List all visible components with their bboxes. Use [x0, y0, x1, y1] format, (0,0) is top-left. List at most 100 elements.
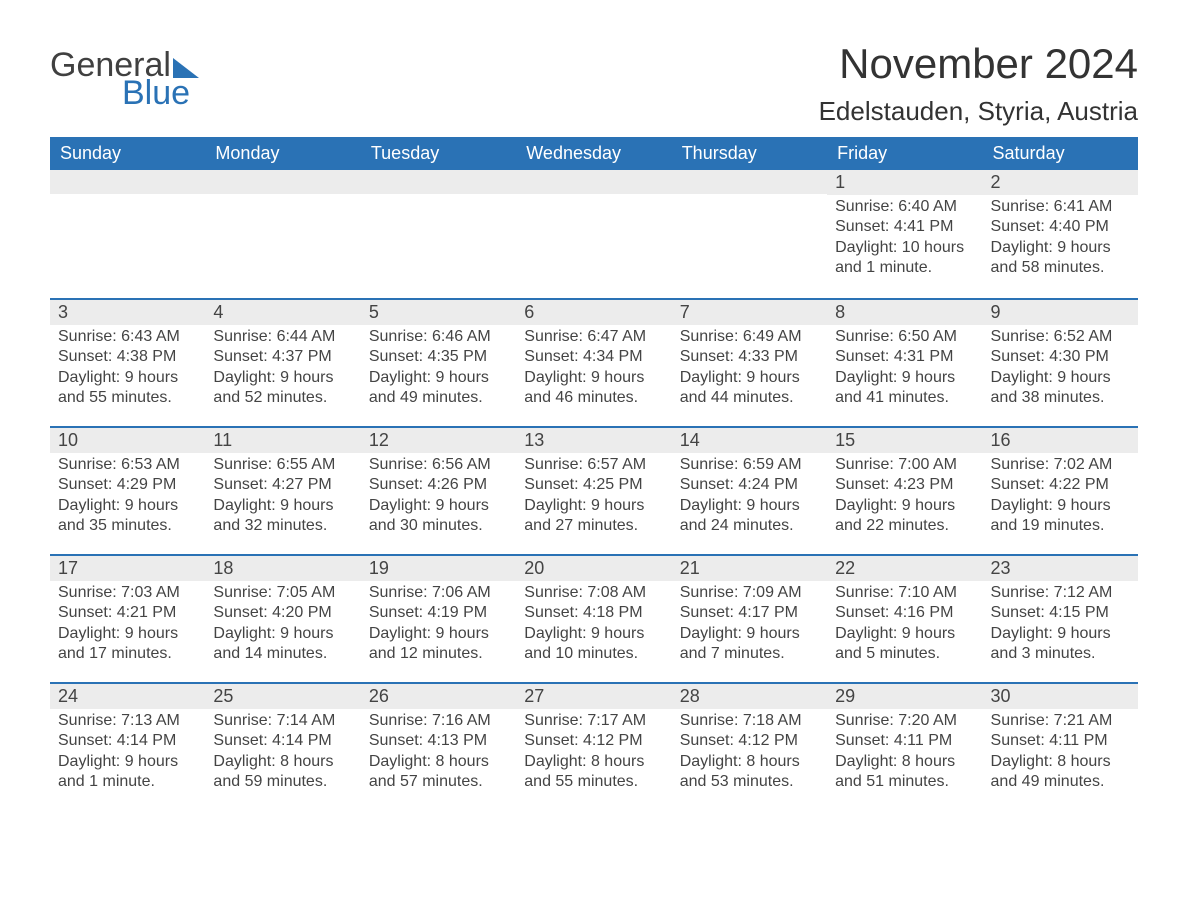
sunrise-text: Sunrise: 7:02 AM [991, 455, 1130, 475]
day-details: Sunrise: 7:06 AMSunset: 4:19 PMDaylight:… [361, 581, 516, 671]
daylight-text: Daylight: 9 hours and 46 minutes. [524, 368, 663, 409]
calendar-day-cell: 5Sunrise: 6:46 AMSunset: 4:35 PMDaylight… [361, 298, 516, 426]
day-details [361, 194, 516, 274]
calendar-day-cell: 28Sunrise: 7:18 AMSunset: 4:12 PMDayligh… [672, 682, 827, 810]
day-details: Sunrise: 6:44 AMSunset: 4:37 PMDaylight:… [205, 325, 360, 415]
daylight-text: Daylight: 8 hours and 59 minutes. [213, 752, 352, 793]
sunset-text: Sunset: 4:29 PM [58, 475, 197, 495]
calendar-day-cell: 6Sunrise: 6:47 AMSunset: 4:34 PMDaylight… [516, 298, 671, 426]
daylight-text: Daylight: 9 hours and 12 minutes. [369, 624, 508, 665]
sunrise-text: Sunrise: 6:47 AM [524, 327, 663, 347]
day-number: 12 [361, 426, 516, 453]
day-details [50, 194, 205, 274]
day-details: Sunrise: 6:55 AMSunset: 4:27 PMDaylight:… [205, 453, 360, 543]
daylight-text: Daylight: 9 hours and 1 minute. [58, 752, 197, 793]
day-details: Sunrise: 7:12 AMSunset: 4:15 PMDaylight:… [983, 581, 1138, 671]
calendar-day-cell: 24Sunrise: 7:13 AMSunset: 4:14 PMDayligh… [50, 682, 205, 810]
day-number: 27 [516, 682, 671, 709]
day-number: 28 [672, 682, 827, 709]
sunrise-text: Sunrise: 7:10 AM [835, 583, 974, 603]
daylight-text: Daylight: 9 hours and 32 minutes. [213, 496, 352, 537]
day-number: 15 [827, 426, 982, 453]
day-details: Sunrise: 7:14 AMSunset: 4:14 PMDaylight:… [205, 709, 360, 799]
sunrise-text: Sunrise: 7:16 AM [369, 711, 508, 731]
calendar-body: 1Sunrise: 6:40 AMSunset: 4:41 PMDaylight… [50, 170, 1138, 810]
brand-logo: General Blue [50, 48, 199, 110]
calendar-day-cell: 17Sunrise: 7:03 AMSunset: 4:21 PMDayligh… [50, 554, 205, 682]
day-number: 22 [827, 554, 982, 581]
calendar-day-cell: 29Sunrise: 7:20 AMSunset: 4:11 PMDayligh… [827, 682, 982, 810]
calendar-week-row: 10Sunrise: 6:53 AMSunset: 4:29 PMDayligh… [50, 426, 1138, 554]
sunset-text: Sunset: 4:24 PM [680, 475, 819, 495]
calendar-empty-cell [205, 170, 360, 298]
calendar-day-cell: 2Sunrise: 6:41 AMSunset: 4:40 PMDaylight… [983, 170, 1138, 298]
calendar-week-row: 1Sunrise: 6:40 AMSunset: 4:41 PMDaylight… [50, 170, 1138, 298]
sunset-text: Sunset: 4:19 PM [369, 603, 508, 623]
day-number: 16 [983, 426, 1138, 453]
day-details: Sunrise: 6:50 AMSunset: 4:31 PMDaylight:… [827, 325, 982, 415]
weekday-header: Monday [205, 137, 360, 170]
day-details: Sunrise: 7:02 AMSunset: 4:22 PMDaylight:… [983, 453, 1138, 543]
sunset-text: Sunset: 4:11 PM [991, 731, 1130, 751]
day-details: Sunrise: 7:03 AMSunset: 4:21 PMDaylight:… [50, 581, 205, 671]
calendar-day-cell: 22Sunrise: 7:10 AMSunset: 4:16 PMDayligh… [827, 554, 982, 682]
day-details [672, 194, 827, 274]
day-details: Sunrise: 6:59 AMSunset: 4:24 PMDaylight:… [672, 453, 827, 543]
sunrise-text: Sunrise: 7:03 AM [58, 583, 197, 603]
day-number: 20 [516, 554, 671, 581]
daylight-text: Daylight: 9 hours and 7 minutes. [680, 624, 819, 665]
calendar-week-row: 17Sunrise: 7:03 AMSunset: 4:21 PMDayligh… [50, 554, 1138, 682]
calendar-day-cell: 12Sunrise: 6:56 AMSunset: 4:26 PMDayligh… [361, 426, 516, 554]
sunrise-text: Sunrise: 7:09 AM [680, 583, 819, 603]
sunrise-text: Sunrise: 7:05 AM [213, 583, 352, 603]
day-number [516, 170, 671, 194]
weekday-header: Thursday [672, 137, 827, 170]
sunrise-text: Sunrise: 7:12 AM [991, 583, 1130, 603]
calendar-day-cell: 7Sunrise: 6:49 AMSunset: 4:33 PMDaylight… [672, 298, 827, 426]
sunrise-text: Sunrise: 7:13 AM [58, 711, 197, 731]
sunset-text: Sunset: 4:14 PM [213, 731, 352, 751]
day-number: 2 [983, 170, 1138, 195]
calendar-empty-cell [672, 170, 827, 298]
sunset-text: Sunset: 4:15 PM [991, 603, 1130, 623]
day-number: 26 [361, 682, 516, 709]
sunrise-text: Sunrise: 6:56 AM [369, 455, 508, 475]
calendar-week-row: 24Sunrise: 7:13 AMSunset: 4:14 PMDayligh… [50, 682, 1138, 810]
day-number: 9 [983, 298, 1138, 325]
weekday-header: Saturday [983, 137, 1138, 170]
daylight-text: Daylight: 8 hours and 49 minutes. [991, 752, 1130, 793]
sunrise-text: Sunrise: 6:57 AM [524, 455, 663, 475]
daylight-text: Daylight: 8 hours and 51 minutes. [835, 752, 974, 793]
daylight-text: Daylight: 9 hours and 22 minutes. [835, 496, 974, 537]
calendar-day-cell: 4Sunrise: 6:44 AMSunset: 4:37 PMDaylight… [205, 298, 360, 426]
day-details: Sunrise: 6:56 AMSunset: 4:26 PMDaylight:… [361, 453, 516, 543]
daylight-text: Daylight: 9 hours and 44 minutes. [680, 368, 819, 409]
day-details: Sunrise: 6:47 AMSunset: 4:34 PMDaylight:… [516, 325, 671, 415]
calendar-day-cell: 26Sunrise: 7:16 AMSunset: 4:13 PMDayligh… [361, 682, 516, 810]
sunset-text: Sunset: 4:13 PM [369, 731, 508, 751]
daylight-text: Daylight: 8 hours and 57 minutes. [369, 752, 508, 793]
sunset-text: Sunset: 4:33 PM [680, 347, 819, 367]
sunset-text: Sunset: 4:27 PM [213, 475, 352, 495]
calendar-day-cell: 3Sunrise: 6:43 AMSunset: 4:38 PMDaylight… [50, 298, 205, 426]
day-details: Sunrise: 6:53 AMSunset: 4:29 PMDaylight:… [50, 453, 205, 543]
sunrise-text: Sunrise: 7:17 AM [524, 711, 663, 731]
day-details: Sunrise: 7:00 AMSunset: 4:23 PMDaylight:… [827, 453, 982, 543]
calendar-day-cell: 20Sunrise: 7:08 AMSunset: 4:18 PMDayligh… [516, 554, 671, 682]
calendar-head: SundayMondayTuesdayWednesdayThursdayFrid… [50, 137, 1138, 170]
sunrise-text: Sunrise: 6:40 AM [835, 197, 974, 217]
sunrise-text: Sunrise: 6:49 AM [680, 327, 819, 347]
day-details: Sunrise: 7:05 AMSunset: 4:20 PMDaylight:… [205, 581, 360, 671]
day-number: 14 [672, 426, 827, 453]
calendar-day-cell: 11Sunrise: 6:55 AMSunset: 4:27 PMDayligh… [205, 426, 360, 554]
day-number: 23 [983, 554, 1138, 581]
calendar-empty-cell [361, 170, 516, 298]
calendar-day-cell: 21Sunrise: 7:09 AMSunset: 4:17 PMDayligh… [672, 554, 827, 682]
day-number: 10 [50, 426, 205, 453]
daylight-text: Daylight: 9 hours and 24 minutes. [680, 496, 819, 537]
sunrise-text: Sunrise: 7:18 AM [680, 711, 819, 731]
calendar-day-cell: 19Sunrise: 7:06 AMSunset: 4:19 PMDayligh… [361, 554, 516, 682]
day-number: 29 [827, 682, 982, 709]
daylight-text: Daylight: 8 hours and 53 minutes. [680, 752, 819, 793]
calendar-day-cell: 30Sunrise: 7:21 AMSunset: 4:11 PMDayligh… [983, 682, 1138, 810]
